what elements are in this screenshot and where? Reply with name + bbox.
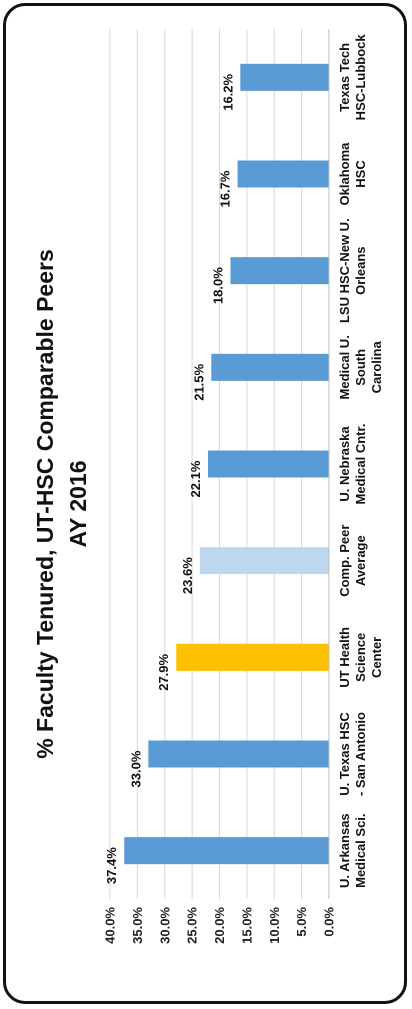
category-label-line: Oklahoma xyxy=(337,142,352,206)
category-label: Texas Tech HSC-Lubbock xyxy=(337,34,368,121)
category-label-line: - San Antonio xyxy=(353,712,368,796)
data-label: 37.4% xyxy=(104,847,119,884)
y-tick-label: 30.0% xyxy=(157,907,172,944)
category-label-line: Average xyxy=(353,535,368,586)
category-label: LSU HSC-New U. Orleans xyxy=(337,218,368,323)
data-label: 33.0% xyxy=(128,750,143,787)
category-label: U. Nebraska Medical Cntr. xyxy=(337,424,368,505)
bar xyxy=(176,643,329,671)
y-tick-label: 15.0% xyxy=(239,907,254,944)
data-label: 23.6% xyxy=(180,557,195,594)
y-tick-label: 35.0% xyxy=(130,907,145,944)
category-label-line: U. Arkansas xyxy=(337,813,352,888)
category-label-line: Orleans xyxy=(353,246,368,294)
bar xyxy=(124,837,329,865)
y-tick-label: 25.0% xyxy=(185,907,200,944)
category-label-line: South xyxy=(353,349,368,386)
chart-title: % Faculty Tenured, UT-HSC Comparable Pee… xyxy=(32,249,91,759)
category-label-line: Medical U. xyxy=(337,335,352,399)
category-label-line: Medical Sci. xyxy=(353,813,368,887)
data-label: 21.5% xyxy=(191,363,206,400)
y-tick-label: 0.0% xyxy=(322,907,337,937)
category-label-line: HSC-Lubbock xyxy=(353,34,368,121)
chart-title-line: % Faculty Tenured, UT-HSC Comparable Pee… xyxy=(32,249,58,759)
bar xyxy=(237,160,330,188)
category-label-line: Medical Cntr. xyxy=(353,424,368,505)
data-label: 27.9% xyxy=(156,653,171,690)
category-label-line: HSC xyxy=(353,160,368,188)
category-label-line: Center xyxy=(369,637,384,678)
category-label: U. Texas HSC - San Antonio xyxy=(337,712,368,796)
category-label-line: Carolina xyxy=(369,341,384,394)
y-tick-label: 40.0% xyxy=(103,907,118,944)
bar xyxy=(148,740,329,768)
category-label: Medical U. South Carolina xyxy=(337,335,384,399)
data-label: 16.2% xyxy=(220,73,235,110)
category-label: UT Health Science Center xyxy=(337,627,384,688)
category-label-line: U. Nebraska xyxy=(337,426,352,502)
bar xyxy=(208,450,329,478)
bar xyxy=(199,547,329,575)
category-label-line: Texas Tech xyxy=(337,43,352,112)
category-label-line: U. Texas HSC xyxy=(337,712,352,796)
data-label: 18.0% xyxy=(210,267,225,304)
y-tick-label: 20.0% xyxy=(212,907,227,944)
chart-rotated-group: % Faculty Tenured, UT-HSC Comparable Pee… xyxy=(32,29,384,944)
bar xyxy=(230,257,329,285)
chart-title-line: AY 2016 xyxy=(65,461,91,548)
data-label: 22.1% xyxy=(188,460,203,497)
category-label-line: Comp. Peer xyxy=(337,525,352,597)
y-tick-label: 10.0% xyxy=(267,907,282,944)
category-label-line: LSU HSC-New U. xyxy=(337,218,352,323)
category-label-line: UT Health xyxy=(337,627,352,688)
data-label: 16.7% xyxy=(218,170,233,207)
bar xyxy=(211,353,330,381)
y-tick-label: 5.0% xyxy=(294,907,309,937)
category-label-line: Science xyxy=(353,633,368,682)
category-label: U. Arkansas Medical Sci. xyxy=(337,813,368,888)
category-label: Oklahoma HSC xyxy=(337,142,368,206)
category-label: Comp. Peer Average xyxy=(337,525,368,597)
bar xyxy=(240,63,329,91)
